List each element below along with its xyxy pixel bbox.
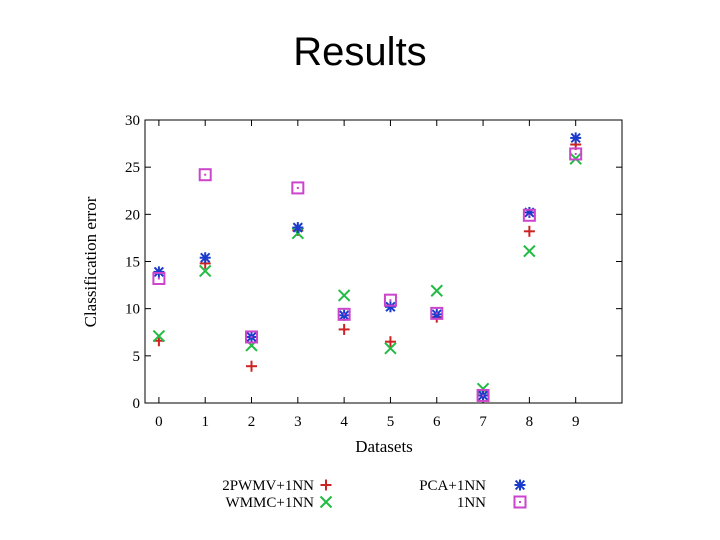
data-point-x-marker <box>430 284 443 297</box>
legend-marker-series-2 <box>514 479 526 491</box>
plot-frame <box>144 119 623 404</box>
legend-label-series-2: PCA+1NN <box>419 478 486 494</box>
data-point-asterisk-marker <box>570 132 582 144</box>
legend-plus-marker <box>320 479 332 491</box>
data-point-square-marker <box>383 293 397 307</box>
y-axis-title: Classification error <box>81 196 100 327</box>
data-point-x-marker <box>337 289 351 302</box>
x-tick-label: 7 <box>479 414 487 430</box>
x-tick-label: 5 <box>387 414 395 430</box>
data-point-square-marker <box>245 330 259 344</box>
x-tick-label: 4 <box>340 414 348 430</box>
data-point-square-marker <box>522 208 536 222</box>
x-axis-title: Datasets <box>355 437 413 456</box>
legend-label-series-0: 2PWMV+1NN <box>222 478 314 494</box>
data-point-square-marker <box>476 388 490 402</box>
y-tick-label: 5 <box>133 349 141 365</box>
x-tick-label: 8 <box>526 414 534 430</box>
y-tick-label: 0 <box>133 396 141 412</box>
data-point-plus-marker <box>246 360 258 372</box>
legend-marker-series-3 <box>513 495 527 509</box>
legend-label-series-3: 1NN <box>457 495 486 511</box>
legend-marker-series-0 <box>320 479 332 491</box>
y-tick-label: 30 <box>125 113 140 129</box>
data-point-asterisk-marker <box>523 206 535 218</box>
data-point-asterisk-marker <box>384 301 396 313</box>
data-point-plus-marker <box>338 323 350 335</box>
data-point-x-marker <box>384 342 397 355</box>
data-point-plus-marker <box>523 225 535 237</box>
data-point-x-marker <box>291 226 305 240</box>
y-tick-label: 25 <box>125 160 140 176</box>
data-point-x-marker <box>152 329 166 343</box>
x-tick-label: 9 <box>572 414 580 430</box>
data-point-asterisk-marker <box>292 222 304 234</box>
slide-title: Results <box>293 30 427 74</box>
data-point-square-marker <box>569 147 583 161</box>
data-point-x-marker <box>198 264 212 278</box>
data-point-asterisk-marker <box>153 266 165 278</box>
x-tick-label: 0 <box>155 414 163 430</box>
legend-square-marker <box>513 495 527 509</box>
data-point-square-marker <box>198 168 212 182</box>
axis-ticks: 0 5 10 15 20 25 30 0 1 2 3 4 5 6 7 8 9 <box>125 113 622 430</box>
legend-marker-series-1 <box>319 495 333 509</box>
legend-x-marker <box>319 495 333 509</box>
y-tick-label: 15 <box>125 255 140 271</box>
data-point-x-marker <box>523 244 536 258</box>
y-tick-label: 20 <box>125 207 140 223</box>
data-points <box>152 132 583 402</box>
data-point-plus-marker <box>384 336 396 348</box>
data-point-asterisk-marker <box>199 252 211 264</box>
legend-label-series-1: WMMC+1NN <box>226 495 315 511</box>
legend-asterisk-marker <box>514 479 526 491</box>
data-point-square-marker <box>430 306 444 320</box>
x-tick-label: 3 <box>294 414 302 430</box>
x-tick-label: 1 <box>201 414 209 430</box>
data-point-square-marker <box>152 271 166 285</box>
legend: 2PWMV+1NN WMMC+1NN PCA+1NN 1NN <box>222 478 527 511</box>
y-tick-label: 10 <box>125 302 140 318</box>
data-point-square-marker <box>291 181 305 195</box>
x-tick-label: 6 <box>433 414 441 430</box>
data-point-square-marker <box>337 307 351 321</box>
x-tick-label: 2 <box>248 414 256 430</box>
